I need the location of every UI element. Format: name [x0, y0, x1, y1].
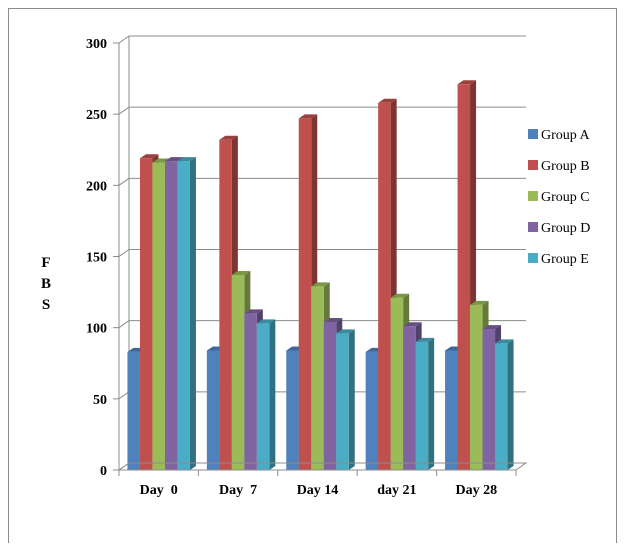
gridline-side: [118, 106, 130, 115]
bar-front: [256, 323, 270, 470]
x-tick-label: Day 0: [140, 483, 178, 498]
bar-top: [244, 309, 263, 314]
gridline-side: [118, 320, 130, 329]
bar-front: [482, 329, 496, 470]
bar-front: [311, 286, 324, 470]
axes: 0 50 100 150 200 250 300 Day 0 Day 7 Day 14 day 21…: [86, 37, 528, 498]
bar-top: [495, 339, 514, 344]
bar: [495, 339, 514, 470]
bar-top: [231, 271, 251, 276]
bar-top: [164, 157, 184, 162]
bar-side: [269, 319, 276, 470]
chart-frame: 0 50 100 150 200 250 300 Day 0 Day 7 Day 14 day 21…: [8, 8, 617, 543]
bar: [415, 337, 435, 470]
y-tick-label: 100: [86, 322, 107, 337]
bar-side: [348, 329, 355, 470]
bar-front: [365, 351, 379, 470]
bar-front: [177, 161, 190, 471]
gridline-side: [118, 391, 130, 400]
legend-label: Group E: [541, 252, 589, 267]
legend-label: Group D: [541, 221, 590, 236]
x-tick-label: Day 14: [297, 483, 339, 498]
bar-front: [164, 161, 178, 471]
y-tick-label: 0: [100, 464, 107, 479]
y-tick-label: 200: [86, 179, 107, 194]
y-tick-label: 300: [86, 37, 107, 52]
gridline-side: [118, 177, 130, 186]
bar-front: [415, 341, 429, 470]
bar-side: [189, 157, 196, 471]
bar-top: [219, 135, 238, 140]
bar: [336, 329, 355, 470]
bar-front: [139, 158, 153, 471]
bar-front: [231, 275, 245, 470]
y-axis-label-letter: B: [41, 276, 51, 292]
legend-swatch: [528, 129, 538, 139]
legend-swatch: [528, 191, 538, 201]
bar-front: [495, 343, 508, 470]
bar-top: [311, 282, 330, 287]
bar-front: [244, 313, 257, 470]
x-tick-label: Day 28: [455, 483, 497, 498]
y-tick-label: 250: [86, 108, 107, 123]
bar-top: [482, 325, 502, 330]
bar: [177, 157, 196, 471]
bar-front: [378, 102, 391, 470]
bar-top: [390, 293, 410, 298]
bar-front: [206, 350, 220, 470]
y-axis-label-letter: S: [42, 297, 50, 313]
legend-swatch: [528, 222, 538, 232]
legend-label: Group B: [541, 159, 590, 174]
legend-swatch: [528, 253, 538, 263]
bar-front: [403, 326, 416, 470]
bar-front: [470, 304, 483, 470]
bars: [127, 80, 514, 471]
legend-swatch: [528, 160, 538, 170]
gridline-side: [118, 249, 130, 257]
bar-top: [378, 98, 397, 103]
x-tick-label: Day 7: [219, 483, 257, 498]
bar-top: [256, 319, 276, 324]
y-tick-label: 50: [93, 393, 107, 408]
bar-top: [457, 80, 477, 85]
legend: Group A Group B Group C Group D Group E: [528, 128, 591, 267]
y-axis-label-letter: F: [41, 255, 50, 271]
bar-front: [298, 118, 312, 470]
y-axis-label: FBS: [41, 255, 51, 313]
bar-front: [219, 139, 232, 470]
bar-top: [139, 154, 159, 159]
bar-top: [470, 300, 489, 305]
bar-front: [390, 297, 404, 470]
bar-top: [177, 157, 196, 162]
bar-side: [428, 337, 435, 470]
legend-label: Group A: [541, 128, 591, 143]
floor: [117, 462, 528, 471]
bar-front: [336, 333, 349, 470]
bar-side: [507, 339, 514, 470]
bar-top: [298, 114, 318, 119]
bar-front: [286, 350, 299, 470]
bar: [256, 319, 276, 470]
legend-label: Group C: [541, 190, 590, 205]
gridline-side: [118, 35, 130, 44]
bar-top: [415, 337, 435, 342]
bar-front: [445, 350, 458, 470]
bar-front: [152, 162, 165, 470]
bar-front: [127, 351, 140, 470]
bar-front: [457, 84, 471, 470]
x-tick-label: day 21: [377, 483, 416, 498]
fbs-bar-chart: 0 50 100 150 200 250 300 Day 0 Day 7 Day 14 day 21…: [41, 35, 591, 498]
bar-front: [323, 321, 337, 470]
bar-top: [323, 317, 343, 322]
y-tick-label: 150: [86, 251, 107, 266]
bar-top: [403, 322, 422, 327]
bar-top: [336, 329, 355, 334]
